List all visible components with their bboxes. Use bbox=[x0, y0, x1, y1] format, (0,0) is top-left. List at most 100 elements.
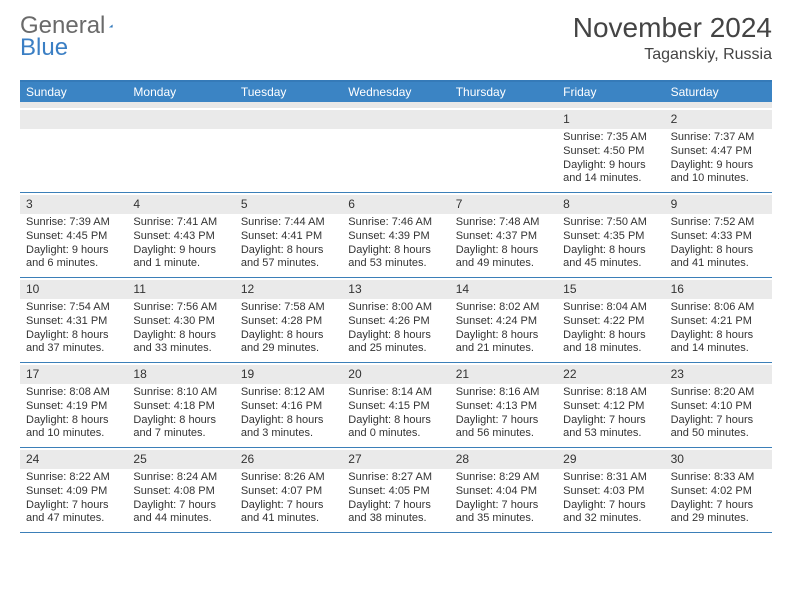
sunrise-text: Sunrise: 8:02 AM bbox=[456, 301, 551, 315]
daylight-text: Daylight: 7 hours bbox=[133, 499, 228, 513]
dow-thu: Thursday bbox=[450, 82, 557, 102]
daylight-text: Daylight: 7 hours bbox=[563, 499, 658, 513]
sunset-text: Sunset: 4:12 PM bbox=[563, 400, 658, 414]
day-cell bbox=[127, 108, 234, 192]
sunrise-text: Sunrise: 7:37 AM bbox=[671, 131, 766, 145]
day-cell: 24Sunrise: 8:22 AMSunset: 4:09 PMDayligh… bbox=[20, 448, 127, 532]
day-number: 9 bbox=[665, 195, 772, 214]
day-number: 12 bbox=[235, 280, 342, 299]
day-number: 4 bbox=[127, 195, 234, 214]
sunrise-text: Sunrise: 8:06 AM bbox=[671, 301, 766, 315]
title-block: November 2024 Taganskiy, Russia bbox=[573, 12, 772, 64]
daylight-text: Daylight: 7 hours bbox=[671, 499, 766, 513]
daylight-text: Daylight: 9 hours bbox=[133, 244, 228, 258]
day-cell: 7Sunrise: 7:48 AMSunset: 4:37 PMDaylight… bbox=[450, 193, 557, 277]
daylight-text: and 10 minutes. bbox=[26, 427, 121, 441]
sunrise-text: Sunrise: 8:16 AM bbox=[456, 386, 551, 400]
daylight-text: Daylight: 8 hours bbox=[671, 329, 766, 343]
week-row: 24Sunrise: 8:22 AMSunset: 4:09 PMDayligh… bbox=[20, 448, 772, 533]
sunset-text: Sunset: 4:45 PM bbox=[26, 230, 121, 244]
daylight-text: and 21 minutes. bbox=[456, 342, 551, 356]
day-number: 10 bbox=[20, 280, 127, 299]
day-number: 5 bbox=[235, 195, 342, 214]
daylight-text: Daylight: 8 hours bbox=[241, 414, 336, 428]
sunrise-text: Sunrise: 7:50 AM bbox=[563, 216, 658, 230]
dow-sat: Saturday bbox=[665, 82, 772, 102]
header: General November 2024 Taganskiy, Russia bbox=[20, 12, 772, 64]
week-row: 1Sunrise: 7:35 AMSunset: 4:50 PMDaylight… bbox=[20, 108, 772, 193]
daylight-text: Daylight: 8 hours bbox=[241, 244, 336, 258]
sunset-text: Sunset: 4:10 PM bbox=[671, 400, 766, 414]
day-cell: 9Sunrise: 7:52 AMSunset: 4:33 PMDaylight… bbox=[665, 193, 772, 277]
daylight-text: and 14 minutes. bbox=[671, 342, 766, 356]
daylight-text: Daylight: 9 hours bbox=[26, 244, 121, 258]
daylight-text: Daylight: 7 hours bbox=[456, 499, 551, 513]
calendar-page: General November 2024 Taganskiy, Russia … bbox=[0, 0, 792, 612]
sunrise-text: Sunrise: 7:54 AM bbox=[26, 301, 121, 315]
daylight-text: and 38 minutes. bbox=[348, 512, 443, 526]
day-number: 17 bbox=[20, 365, 127, 384]
sunset-text: Sunset: 4:43 PM bbox=[133, 230, 228, 244]
sunset-text: Sunset: 4:35 PM bbox=[563, 230, 658, 244]
daylight-text: Daylight: 7 hours bbox=[671, 414, 766, 428]
day-cell: 30Sunrise: 8:33 AMSunset: 4:02 PMDayligh… bbox=[665, 448, 772, 532]
day-cell: 21Sunrise: 8:16 AMSunset: 4:13 PMDayligh… bbox=[450, 363, 557, 447]
sunset-text: Sunset: 4:30 PM bbox=[133, 315, 228, 329]
dow-sun: Sunday bbox=[20, 82, 127, 102]
day-cell: 17Sunrise: 8:08 AMSunset: 4:19 PMDayligh… bbox=[20, 363, 127, 447]
day-number: 15 bbox=[557, 280, 664, 299]
daylight-text: Daylight: 8 hours bbox=[563, 329, 658, 343]
day-number bbox=[127, 110, 234, 129]
daylight-text: and 37 minutes. bbox=[26, 342, 121, 356]
triangle-icon bbox=[109, 17, 113, 35]
sunrise-text: Sunrise: 8:24 AM bbox=[133, 471, 228, 485]
dow-wed: Wednesday bbox=[342, 82, 449, 102]
daylight-text: and 49 minutes. bbox=[456, 257, 551, 271]
daylight-text: Daylight: 8 hours bbox=[241, 329, 336, 343]
day-cell: 13Sunrise: 8:00 AMSunset: 4:26 PMDayligh… bbox=[342, 278, 449, 362]
sunset-text: Sunset: 4:21 PM bbox=[671, 315, 766, 329]
day-number: 29 bbox=[557, 450, 664, 469]
sunset-text: Sunset: 4:05 PM bbox=[348, 485, 443, 499]
sunset-text: Sunset: 4:13 PM bbox=[456, 400, 551, 414]
sunrise-text: Sunrise: 7:48 AM bbox=[456, 216, 551, 230]
daylight-text: and 32 minutes. bbox=[563, 512, 658, 526]
daylight-text: and 50 minutes. bbox=[671, 427, 766, 441]
day-cell: 27Sunrise: 8:27 AMSunset: 4:05 PMDayligh… bbox=[342, 448, 449, 532]
daylight-text: and 10 minutes. bbox=[671, 172, 766, 186]
daylight-text: Daylight: 7 hours bbox=[456, 414, 551, 428]
sunset-text: Sunset: 4:39 PM bbox=[348, 230, 443, 244]
sunset-text: Sunset: 4:31 PM bbox=[26, 315, 121, 329]
sunset-text: Sunset: 4:07 PM bbox=[241, 485, 336, 499]
sunset-text: Sunset: 4:19 PM bbox=[26, 400, 121, 414]
sunrise-text: Sunrise: 7:41 AM bbox=[133, 216, 228, 230]
day-cell: 10Sunrise: 7:54 AMSunset: 4:31 PMDayligh… bbox=[20, 278, 127, 362]
sunrise-text: Sunrise: 7:46 AM bbox=[348, 216, 443, 230]
sunrise-text: Sunrise: 8:12 AM bbox=[241, 386, 336, 400]
sunset-text: Sunset: 4:33 PM bbox=[671, 230, 766, 244]
sunrise-text: Sunrise: 8:26 AM bbox=[241, 471, 336, 485]
day-cell bbox=[342, 108, 449, 192]
sunrise-text: Sunrise: 8:14 AM bbox=[348, 386, 443, 400]
day-number: 2 bbox=[665, 110, 772, 129]
day-number: 27 bbox=[342, 450, 449, 469]
weeks-container: 1Sunrise: 7:35 AMSunset: 4:50 PMDaylight… bbox=[20, 108, 772, 533]
daylight-text: and 41 minutes. bbox=[671, 257, 766, 271]
day-number: 26 bbox=[235, 450, 342, 469]
sunset-text: Sunset: 4:41 PM bbox=[241, 230, 336, 244]
logo-text-2: Blue bbox=[20, 34, 68, 61]
week-row: 3Sunrise: 7:39 AMSunset: 4:45 PMDaylight… bbox=[20, 193, 772, 278]
daylight-text: and 6 minutes. bbox=[26, 257, 121, 271]
daylight-text: Daylight: 7 hours bbox=[563, 414, 658, 428]
sunrise-text: Sunrise: 7:52 AM bbox=[671, 216, 766, 230]
day-cell: 5Sunrise: 7:44 AMSunset: 4:41 PMDaylight… bbox=[235, 193, 342, 277]
daylight-text: Daylight: 9 hours bbox=[563, 159, 658, 173]
daylight-text: and 53 minutes. bbox=[563, 427, 658, 441]
sunrise-text: Sunrise: 8:20 AM bbox=[671, 386, 766, 400]
day-number bbox=[235, 110, 342, 129]
day-cell: 18Sunrise: 8:10 AMSunset: 4:18 PMDayligh… bbox=[127, 363, 234, 447]
day-number: 30 bbox=[665, 450, 772, 469]
location: Taganskiy, Russia bbox=[573, 46, 772, 64]
day-number: 6 bbox=[342, 195, 449, 214]
day-cell: 8Sunrise: 7:50 AMSunset: 4:35 PMDaylight… bbox=[557, 193, 664, 277]
